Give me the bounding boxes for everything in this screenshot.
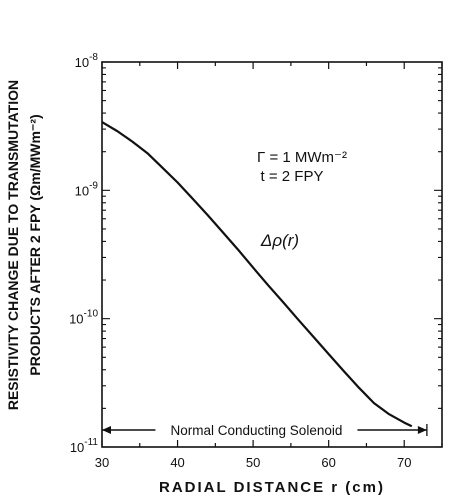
x-tick-label: 70 — [397, 455, 411, 470]
axis-ticks — [101, 61, 443, 448]
y-tick-label: 10-10 — [69, 309, 98, 327]
x-tick-label: 40 — [170, 455, 184, 470]
y-tick-label: 10-8 — [75, 52, 99, 70]
series-line-delta-rho — [101, 121, 413, 428]
y-axis-title-line1: RESISTIVITY CHANGE DUE TO TRANSMUTATION — [5, 80, 21, 410]
solenoid-arrowhead-right — [417, 426, 427, 434]
y-tick-label: 10-9 — [75, 180, 99, 198]
x-tick-label: 50 — [246, 455, 260, 470]
x-tick-label: 60 — [321, 455, 335, 470]
annotation-curve-label: Δρ(r) — [260, 231, 299, 250]
x-tick-labels: 30 40 50 60 70 — [95, 455, 412, 470]
plot-frame — [101, 61, 443, 448]
annotation-gamma: Γ = 1 MWm⁻² — [257, 149, 347, 166]
x-axis-title: RADIAL DISTANCE r (cm) — [159, 479, 385, 496]
annotation-time: t = 2 FPY — [261, 168, 324, 185]
solenoid-label: Normal Conducting Solenoid — [171, 423, 343, 438]
y-tick-labels: 10-11 10-10 10-9 10-8 — [69, 52, 98, 455]
solenoid-arrowhead-left — [102, 426, 111, 434]
y-axis-title-line2: PRODUCTS AFTER 2 FPY (Ωm/MWm⁻²) — [27, 114, 43, 375]
y-tick-label: 10-11 — [70, 437, 99, 455]
x-tick-label: 30 — [95, 455, 109, 470]
